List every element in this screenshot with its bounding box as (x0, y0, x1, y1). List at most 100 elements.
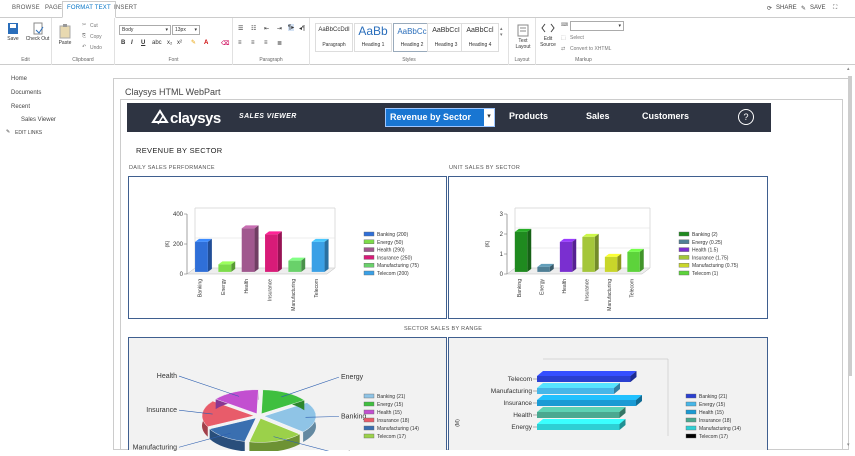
legend-entry: Health (15) (699, 410, 724, 416)
convert-xhtml-button[interactable]: Convert to XHTML (570, 46, 611, 52)
nav-documents[interactable]: Documents (11, 90, 41, 96)
chevron-down-icon[interactable]: ▾ (484, 109, 494, 126)
rtl-icon[interactable]: ◂¶ (299, 25, 305, 32)
highlight-icon[interactable]: ✎ (191, 39, 196, 46)
copy-icon[interactable]: ⎘ (82, 33, 86, 39)
top-save-button[interactable]: SAVE (810, 5, 826, 11)
legend-swatch (364, 402, 374, 406)
caption-daily-sales: DAILY SALES PERFORMANCE (129, 165, 215, 171)
leader-line (179, 376, 239, 396)
nav-home[interactable]: Home (11, 76, 27, 82)
scroll-down-icon[interactable]: ▾ (847, 442, 850, 448)
tab-insert[interactable]: INSERT (110, 3, 141, 13)
style-heading-3[interactable]: AaBbCcI Heading 3 (427, 23, 465, 52)
edit-links-button[interactable]: EDIT LINKS (15, 130, 42, 136)
cut-button[interactable]: Cut (90, 23, 98, 29)
undo-icon[interactable]: ↶ (82, 44, 86, 50)
checkout-label: Check Out (26, 36, 50, 42)
legend-swatch (364, 255, 374, 259)
save-button[interactable]: Save (4, 22, 22, 42)
bar-energy (537, 267, 549, 272)
bar-top (537, 383, 620, 388)
bar-health (560, 242, 572, 272)
style-heading-1[interactable]: AaBb Heading 1 (354, 23, 392, 52)
ribbon-tabs: BROWSE PAGE FORMAT TEXT INSERT ⟳ SHARE ✎… (0, 0, 855, 18)
edit-source-button[interactable]: Edit Source (538, 22, 558, 48)
help-icon[interactable]: ? (738, 109, 754, 125)
style-paragraph[interactable]: AaBbCcDdI Paragraph (315, 23, 353, 52)
bullet-list-icon[interactable]: ☰ (238, 25, 243, 32)
cut-icon[interactable]: ✂ (82, 22, 86, 28)
legend-swatch (679, 255, 689, 259)
group-layout: Text Layout Layout (509, 18, 536, 65)
language-select[interactable] (570, 21, 624, 31)
bar-top (537, 419, 626, 424)
style-heading-2[interactable]: AaBbCc Heading 2 (393, 23, 431, 52)
align-right-icon[interactable]: ≡ (264, 40, 268, 46)
checkout-button[interactable]: Check Out (25, 22, 50, 42)
justify-icon[interactable]: ≣ (277, 40, 282, 47)
fullscreen-icon[interactable]: ⛶ (833, 5, 837, 12)
view-dropdown[interactable]: Revenue by Sector ▾ (385, 108, 495, 127)
edit-links-icon[interactable]: ✎ (6, 129, 10, 135)
style-name: Heading 2 (394, 42, 430, 48)
scroll-thumb[interactable] (848, 76, 852, 376)
bold-button[interactable]: B (121, 40, 125, 46)
legend-swatch (679, 232, 689, 236)
select-button[interactable]: Select (570, 35, 584, 41)
pie-label: Banking (341, 414, 366, 421)
language-icon[interactable]: ⌨ (561, 22, 568, 28)
nav-products[interactable]: Products (509, 111, 548, 121)
legend-swatch (686, 418, 696, 422)
style-heading-4[interactable]: AaBbCcl Heading 4 (461, 23, 499, 52)
numbered-list-icon[interactable]: ☷ (251, 25, 256, 32)
share-button[interactable]: SHARE (776, 5, 797, 11)
legend-entry: Telecom (1) (692, 271, 718, 277)
legend-entry: Insurance (18) (699, 418, 732, 424)
bar-manufacturing (288, 261, 301, 272)
save-icon[interactable]: ✎ (801, 5, 806, 12)
legend-swatch (686, 410, 696, 414)
tab-browse[interactable]: BROWSE (8, 3, 44, 13)
font-color-icon[interactable]: A (204, 40, 208, 46)
ltr-icon[interactable]: ¶▸ (288, 24, 294, 31)
convert-icon[interactable]: ⇄ (561, 46, 565, 52)
nav-customers[interactable]: Customers (642, 111, 689, 121)
bar-manufacturing (537, 388, 614, 394)
strike-button[interactable]: abc (152, 40, 162, 46)
outdent-icon[interactable]: ⇤ (264, 25, 269, 32)
subscript-button[interactable]: x₂ (167, 40, 172, 46)
nav-sales[interactable]: Sales (586, 111, 610, 121)
nav-sales-viewer[interactable]: Sales Viewer (21, 117, 56, 123)
y-axis-label: (K) (485, 240, 491, 247)
page-scrollbar[interactable]: ▴ ▾ (847, 66, 853, 450)
y-tick-label: Insurance (503, 400, 532, 407)
styles-scroll-icon[interactable]: ▴▾ (500, 26, 503, 38)
font-size-select[interactable]: 13px (172, 25, 200, 35)
tab-format-text[interactable]: FORMAT TEXT (62, 1, 116, 18)
undo-button[interactable]: Undo (90, 45, 102, 51)
paste-icon (59, 24, 71, 39)
text-layout-button[interactable]: Text Layout (512, 24, 534, 50)
style-preview: AaBbCcDdI (316, 27, 352, 33)
select-icon[interactable]: ⬚ (561, 35, 566, 41)
superscript-button[interactable]: x² (177, 40, 182, 46)
align-left-icon[interactable]: ≡ (238, 40, 242, 46)
legend-swatch (686, 394, 696, 398)
paste-label: Paste (59, 40, 72, 46)
scroll-up-icon[interactable]: ▴ (847, 66, 850, 72)
font-name-select[interactable]: Body (119, 25, 171, 35)
legend-swatch (364, 426, 374, 430)
clear-format-icon[interactable]: ⌫ (221, 40, 229, 47)
share-icon[interactable]: ⟳ (767, 5, 772, 12)
bar-banking (515, 232, 527, 272)
copy-button[interactable]: Copy (90, 34, 102, 40)
underline-button[interactable]: U (141, 40, 145, 46)
group-styles: AaBbCcDdI Paragraph AaBb Heading 1 AaBbC… (310, 18, 509, 65)
bar-insurance (537, 400, 636, 406)
indent-icon[interactable]: ⇥ (277, 25, 282, 32)
italic-button[interactable]: I (131, 40, 133, 46)
legend-swatch (364, 271, 374, 275)
align-center-icon[interactable]: ≡ (251, 40, 255, 46)
paste-button[interactable]: Paste (58, 24, 72, 46)
